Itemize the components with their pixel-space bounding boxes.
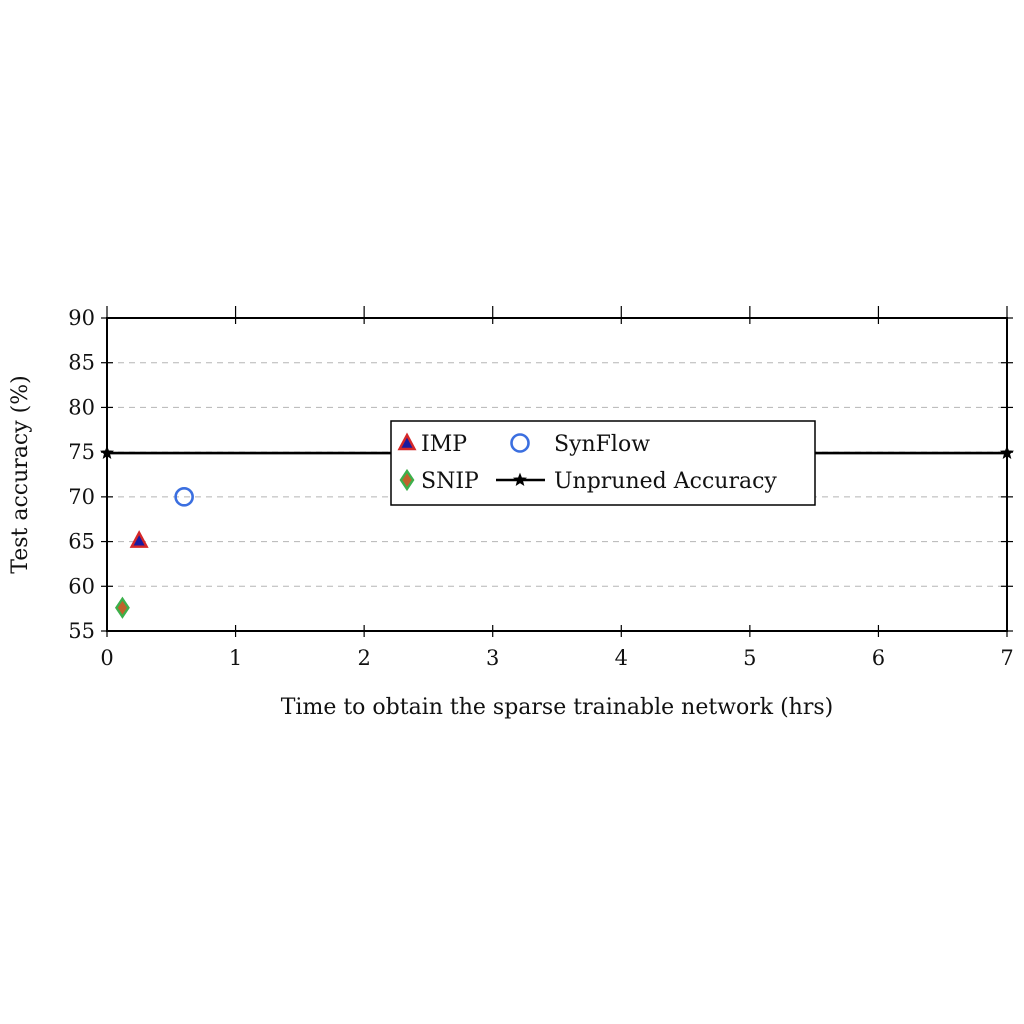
tick-labels: 55 60 65 70 75 80 85 90 0 1 2 3 4 5 6 7: [68, 306, 1013, 670]
legend-label-unpruned-accuracy: Unpruned Accuracy: [554, 469, 777, 494]
legend-label-snip: SNIP: [421, 469, 479, 494]
x-tick-label-4: 4: [615, 646, 628, 670]
legend-box: [390, 420, 816, 506]
x-tick-label-2: 2: [357, 646, 370, 670]
legend-label-synflow: SynFlow: [554, 432, 650, 457]
legend-marker-imp: [397, 432, 417, 451]
x-tick-label-7: 7: [1000, 646, 1013, 670]
x-tick-label-1: 1: [229, 646, 242, 670]
y-tick-label-80: 80: [68, 395, 95, 419]
x-tick-label-6: 6: [872, 646, 885, 670]
y-tick-label-85: 85: [68, 351, 95, 375]
legend-marker-snip: [399, 468, 415, 492]
y-tick-label-65: 65: [68, 530, 95, 554]
point-snip-0: [114, 596, 130, 619]
x-tick-label-5: 5: [743, 646, 756, 670]
axis-ticks: [101, 306, 1013, 637]
legend-label-imp: IMP: [421, 432, 467, 457]
legend-marker-unpruned-accuracy: [512, 472, 528, 486]
y-tick-label-70: 70: [68, 485, 95, 509]
x-tick-label-0: 0: [100, 646, 113, 670]
y-tick-label-90: 90: [68, 306, 95, 330]
y-tick-label-55: 55: [68, 619, 95, 643]
plot-frame: [106, 317, 1008, 632]
legend: IMP SynFlow SNIP Unpruned Accuracy: [390, 420, 816, 506]
legend-marker-synflow: [510, 433, 530, 453]
x-axis-label: Time to obtain the sparse trainable netw…: [281, 695, 834, 720]
y-tick-label-60: 60: [68, 574, 95, 598]
y-axis-label: Test accuracy (%): [8, 375, 33, 573]
point-imp-0: [129, 530, 149, 548]
x-tick-label-3: 3: [486, 646, 499, 670]
y-tick-label-75: 75: [68, 440, 95, 464]
point-synflow-0: [174, 487, 194, 507]
